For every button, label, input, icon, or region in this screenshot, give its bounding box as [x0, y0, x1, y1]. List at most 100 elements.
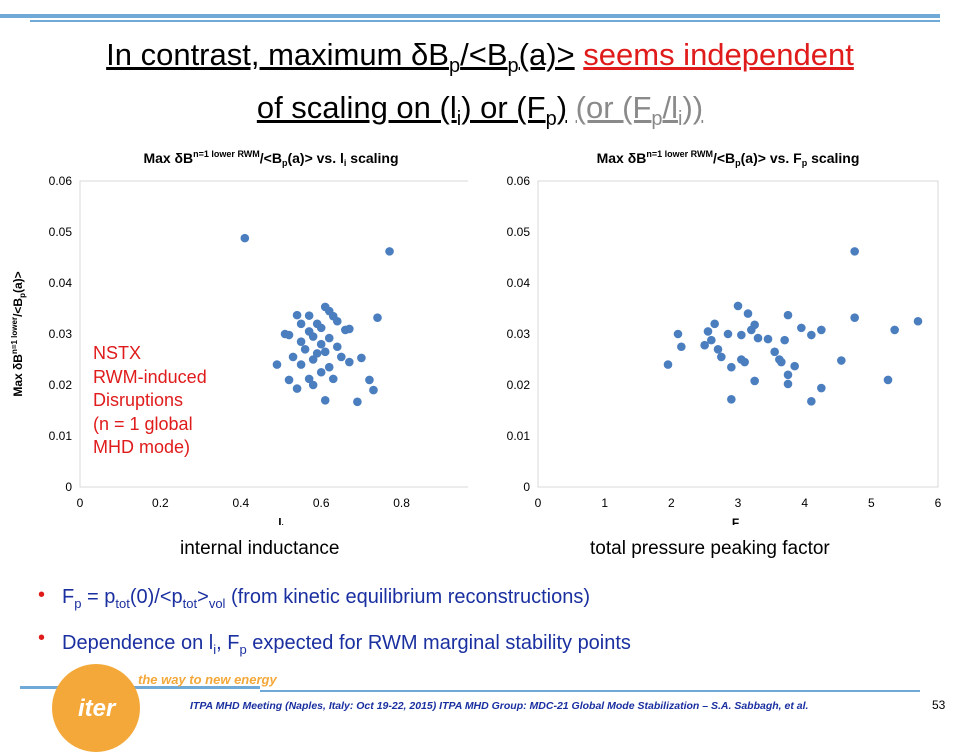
x-tick-label: 0.4 — [232, 496, 249, 510]
data-point — [373, 313, 382, 322]
data-point — [750, 376, 759, 386]
data-point — [308, 332, 318, 341]
data-point — [304, 374, 314, 384]
data-point — [385, 247, 394, 256]
annotation-line: Disruptions — [93, 390, 184, 410]
data-point — [783, 370, 793, 380]
x-tick-label: 0.8 — [393, 496, 410, 510]
y-tick-label: 0.03 — [507, 327, 531, 341]
data-point — [727, 362, 736, 372]
y-tick-label: 0.05 — [49, 225, 73, 239]
data-point — [775, 355, 784, 364]
data-point — [300, 345, 310, 354]
data-point — [817, 325, 826, 335]
data-point — [913, 316, 923, 326]
annotation-line: NSTX — [93, 343, 142, 363]
chart-li-scaling: Max δBn=1 lower RWM/<Bp(a)> vs. li scali… — [8, 145, 486, 532]
data-point — [292, 384, 302, 393]
data-point — [337, 352, 346, 362]
data-point — [753, 333, 763, 343]
x-tick-label: 1 — [601, 496, 608, 510]
data-point — [783, 379, 793, 389]
data-point — [717, 352, 726, 362]
y-tick-label: 0.04 — [49, 276, 73, 290]
data-point — [316, 339, 326, 349]
x-tick-label: 0.6 — [313, 496, 330, 510]
y-tick-label: 0.04 — [507, 276, 531, 290]
data-point — [663, 360, 673, 369]
data-point — [703, 327, 713, 336]
data-point — [332, 316, 342, 326]
data-point — [324, 362, 334, 372]
data-point — [308, 380, 318, 390]
data-point — [677, 342, 686, 352]
x-tick-label: 0.2 — [152, 496, 169, 510]
data-point — [740, 357, 749, 367]
annotation-line: RWM-induced — [93, 366, 207, 387]
x-axis-label: Fp — [732, 516, 744, 525]
data-point — [365, 375, 374, 385]
nstx-annotation: NSTX RWM-induced Disruptions (n = 1 glob… — [93, 342, 207, 460]
x-tick-label: 5 — [868, 496, 875, 510]
data-point — [288, 352, 298, 362]
annotation-line: MHD mode) — [93, 437, 191, 457]
bullet-dependence: Dependence on li, Fp expected for RWM ma… — [62, 632, 631, 657]
chart-fp-svg: Max δBn=1 lower RWM/<Bp(a)> vs. Fp scali… — [507, 149, 942, 532]
caption-internal-inductance: internal inductance — [180, 538, 340, 559]
x-axis-label: li — [278, 516, 284, 525]
title-line-2: of scaling on (li) or (Fp) (or (Fp/li)) — [256, 90, 704, 131]
chart-li-svg: Max δBn=1 lower RWM/<Bp(a)> vs. li scali… — [10, 149, 486, 532]
y-tick-label: 0.03 — [49, 327, 73, 341]
y-tick-label: 0.06 — [507, 174, 531, 188]
chart-title: Max δBn=1 lower RWM/<Bp(a)> vs. Fp scali… — [597, 149, 860, 168]
x-tick-label: 0 — [535, 496, 542, 510]
title-line-1: In contrast, maximum δBp/<Bp(a)> seems i… — [106, 37, 854, 78]
footer-slogan: the way to new energy — [138, 672, 277, 687]
iter-logo-text: iter — [78, 695, 116, 722]
x-tick-label: 6 — [935, 496, 942, 510]
data-point — [783, 310, 793, 320]
data-point — [296, 360, 306, 369]
page-number: 53 — [932, 698, 946, 712]
x-tick-label: 2 — [668, 496, 675, 510]
y-tick-label: 0.02 — [49, 378, 73, 392]
data-point — [316, 323, 326, 333]
data-point — [770, 347, 779, 357]
data-point — [296, 319, 306, 329]
slide-title: In contrast, maximum δBp/<Bp(a)> seems i… — [0, 34, 960, 140]
data-point — [723, 329, 733, 339]
data-point — [240, 233, 250, 243]
data-point — [353, 397, 362, 407]
data-point — [797, 323, 806, 333]
chart-title: Max δBn=1 lower RWM/<Bp(a)> vs. li scali… — [143, 149, 398, 168]
data-point — [284, 330, 294, 340]
y-tick-label: 0.06 — [49, 174, 73, 188]
footer-accent-bar — [20, 686, 260, 689]
data-point — [850, 247, 859, 256]
footer-accent-bar-thin — [260, 690, 920, 692]
bullet-marker: • — [38, 627, 46, 649]
data-point — [707, 335, 716, 345]
data-point — [312, 349, 322, 358]
chart-fp-scaling: Max δBn=1 lower RWM/<Bp(a)> vs. Fp scali… — [488, 145, 948, 532]
plot-frame — [537, 180, 939, 488]
data-point — [304, 311, 314, 320]
data-point — [324, 333, 334, 343]
data-point — [763, 334, 773, 344]
x-tick-label: 4 — [801, 496, 808, 510]
y-tick-label: 0 — [65, 480, 72, 494]
x-tick-label: 3 — [735, 496, 742, 510]
data-point — [883, 375, 893, 385]
data-point — [713, 345, 723, 354]
y-axis-label: Max δBn=1 lower/<Bp(a)> — [10, 271, 27, 396]
y-tick-label: 0.01 — [507, 429, 531, 443]
data-point — [727, 394, 736, 404]
data-point — [308, 355, 318, 364]
data-point — [345, 324, 354, 334]
data-point — [284, 375, 294, 385]
data-point — [320, 396, 330, 405]
y-tick-label: 0.01 — [49, 429, 73, 443]
data-point — [320, 347, 330, 357]
data-point — [673, 329, 683, 339]
data-point — [292, 310, 302, 320]
